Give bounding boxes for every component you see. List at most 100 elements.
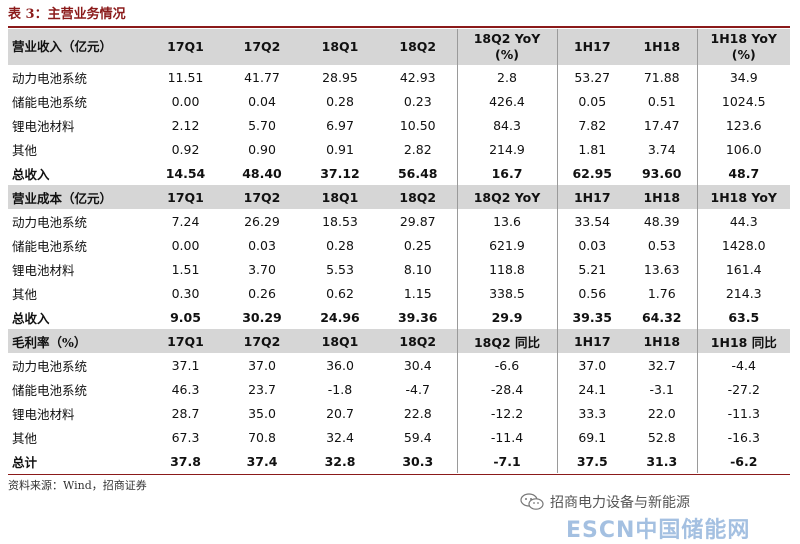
cell: 2.82 (403, 141, 432, 157)
cell: 0.53 (647, 237, 676, 253)
cell: -3.1 (649, 381, 674, 397)
cell: -12.2 (456, 401, 557, 425)
cell: 37.1 (171, 357, 200, 373)
cell: 5.53 (326, 261, 354, 277)
cell: 0.28 (326, 93, 354, 109)
cell: 41.77 (244, 69, 280, 85)
cell: 18Q2 同比 (456, 329, 557, 353)
total-row: 总计 37.8 37.4 32.8 30.3 -7.1 37.5 31.3 -6.2 (8, 449, 790, 473)
cell: 1H17 (556, 329, 627, 353)
cell: -6.2 (696, 449, 790, 473)
cell: 214.9 (456, 137, 557, 161)
cell: 10.50 (399, 117, 436, 133)
cell: 37.4 (246, 453, 278, 469)
cell: 14.54 (165, 165, 206, 181)
cell: 1428.0 (696, 233, 790, 257)
cell: -11.3 (696, 401, 790, 425)
row-label: 其他 (12, 430, 38, 446)
table-row: 储能电池系统 46.3 23.7 -1.8 -4.7 -28.4 24.1 -3.1 -27.2 (8, 377, 790, 401)
cell: 30.3 (402, 453, 434, 469)
cell: -28.4 (456, 377, 557, 401)
row-label: 储能电池系统 (12, 238, 88, 254)
cell: 0.00 (171, 237, 200, 253)
cell: 18Q2 YoY (456, 185, 557, 209)
cell: 93.60 (641, 165, 682, 181)
cell: 8.10 (403, 261, 432, 277)
cell: 64.32 (641, 309, 682, 325)
cell: 0.62 (326, 285, 354, 301)
cell: 0.91 (326, 141, 354, 157)
cell: 0.04 (248, 93, 276, 109)
cell: 32.4 (326, 429, 354, 445)
cell: 37.0 (248, 357, 276, 373)
row-label: 营业收入（亿元） (8, 29, 148, 65)
cell: 20.7 (326, 405, 354, 421)
cell: 6.97 (326, 117, 354, 133)
cell: 36.0 (326, 357, 354, 373)
cell: 0.03 (248, 237, 276, 253)
cell: 48.39 (643, 213, 680, 229)
cell: -27.2 (696, 377, 790, 401)
cell: 17Q1 (148, 329, 223, 353)
table-row: 锂电池材料 1.51 3.70 5.53 8.10 118.8 5.21 13.63 161.4 (8, 257, 790, 281)
cell: 1H17 (556, 185, 627, 209)
cell: 0.00 (171, 93, 200, 109)
cell: 62.95 (556, 161, 627, 185)
cell: 33.54 (556, 209, 627, 233)
cell: 161.4 (696, 257, 790, 281)
table-row: 动力电池系统 7.24 26.29 18.53 29.87 13.6 33.54 48.39 4… (8, 209, 790, 233)
cell: 18.53 (322, 213, 358, 229)
watermark: ESCN中国储能网 (566, 518, 751, 543)
row-label: 锂电池材料 (12, 262, 75, 278)
cell: 0.28 (326, 237, 354, 253)
cell: 35.0 (248, 405, 276, 421)
cell: 71.88 (643, 69, 680, 85)
cell: -6.6 (456, 353, 557, 377)
cell: 1H18 YoY (696, 185, 790, 209)
cell: 24.1 (556, 377, 627, 401)
cell: 1H18 (627, 329, 697, 353)
cell: 0.03 (556, 233, 627, 257)
row-label: 动力电池系统 (12, 70, 88, 86)
cell: 123.6 (696, 113, 790, 137)
cell: 3.70 (248, 261, 276, 277)
row-label: 锂电池材料 (12, 406, 75, 422)
cell: 30.29 (242, 309, 282, 325)
wechat-icon (520, 493, 544, 511)
row-label: 储能电池系统 (12, 94, 88, 110)
cell: 1H18 (627, 185, 697, 209)
cell: 37.8 (170, 453, 201, 469)
cell: 29.9 (456, 305, 557, 329)
section-header-row: 营业成本（亿元） 17Q1 17Q2 18Q1 18Q2 18Q2 YoY 1H17 1H18… (8, 185, 790, 209)
cell: 44.3 (696, 209, 790, 233)
table-row: 动力电池系统 11.51 41.77 28.95 42.93 2.8 53.27 71.88 3… (8, 65, 790, 89)
source-note: 资料来源：Wind，招商证券 (8, 479, 147, 492)
cell: 18Q2 YoY (%) (456, 29, 557, 65)
cell: 26.29 (244, 213, 280, 229)
cell: -7.1 (456, 449, 557, 473)
cell: 22.8 (403, 405, 432, 421)
cell: 24.96 (320, 309, 360, 325)
cell: 69.1 (556, 425, 627, 449)
row-label: 营业成本（亿元） (8, 185, 148, 209)
cell: 63.5 (696, 305, 790, 329)
cell: 18Q1 (301, 329, 379, 353)
cell: 30.4 (403, 357, 432, 373)
cell: 11.51 (167, 69, 204, 85)
cell: 106.0 (696, 137, 790, 161)
cell: 70.8 (248, 429, 276, 445)
table-row: 其他 0.92 0.90 0.91 2.82 214.9 1.81 3.74 106.0 (8, 137, 790, 161)
cell: 1H18 (627, 29, 697, 65)
cell: 1.51 (171, 261, 200, 277)
cell: 28.95 (322, 69, 358, 85)
cell: 621.9 (456, 233, 557, 257)
cell: 0.05 (556, 89, 627, 113)
cell: 52.8 (647, 429, 676, 445)
row-label: 总收入 (12, 166, 50, 182)
cell: 23.7 (248, 381, 276, 397)
top-rule (8, 26, 790, 28)
cell: 33.3 (556, 401, 627, 425)
cell: -4.4 (696, 353, 790, 377)
cell: 37.5 (556, 449, 627, 473)
cell: 17Q2 (223, 29, 301, 65)
